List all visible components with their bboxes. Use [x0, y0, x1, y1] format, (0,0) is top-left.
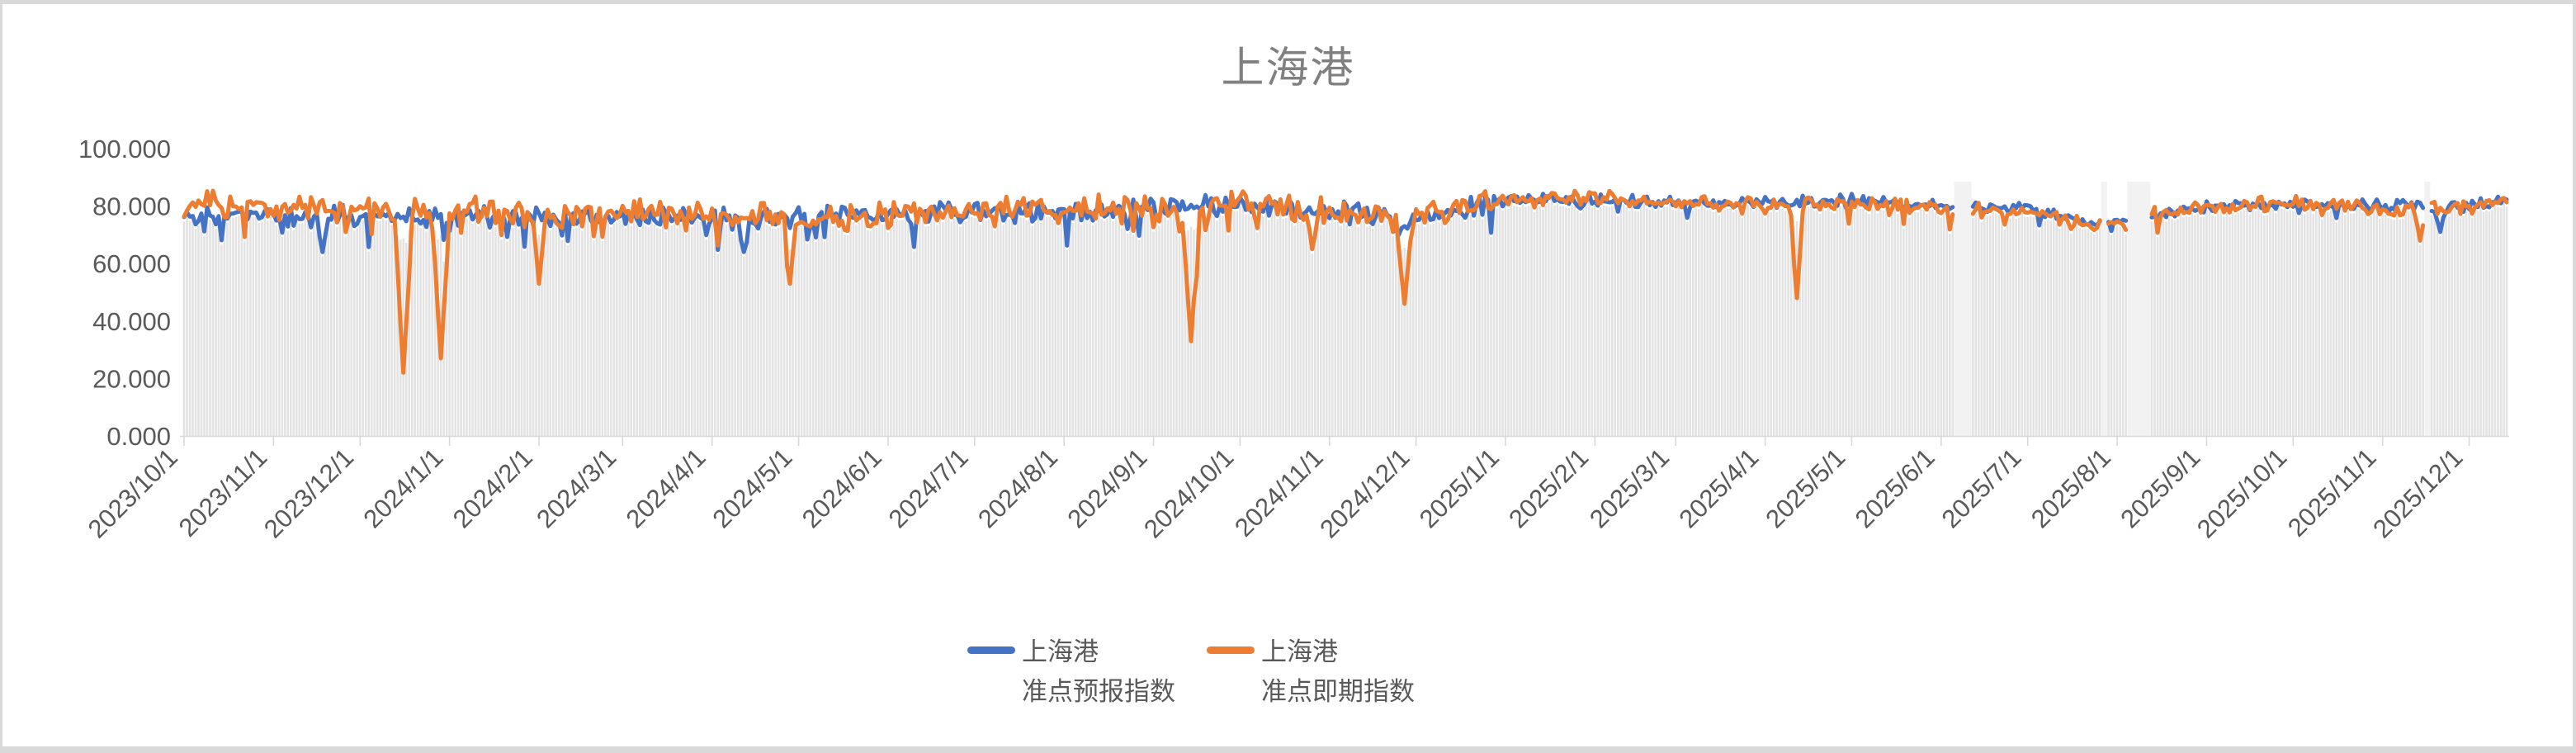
svg-text:2025/5/1: 2025/5/1 [1760, 443, 1850, 533]
svg-text:2024/1/1: 2024/1/1 [357, 443, 448, 533]
svg-text:2023/11/1: 2023/11/1 [173, 443, 273, 542]
svg-text:2025/7/1: 2025/7/1 [1936, 443, 2027, 533]
svg-text:2025/10/1: 2025/10/1 [2191, 443, 2292, 543]
svg-text:2023/10/1: 2023/10/1 [83, 443, 183, 543]
chart-title: 上海港 [1221, 45, 1355, 92]
legend-item-spot[interactable]: 上海港 准点即期指数 [1207, 632, 1415, 712]
svg-text:2025/8/1: 2025/8/1 [2025, 443, 2116, 533]
svg-text:2024/5/1: 2024/5/1 [707, 443, 797, 533]
data-gap-columns [1954, 182, 2431, 436]
forecast-line-marker [967, 646, 1015, 654]
x-axis [180, 435, 2509, 446]
svg-text:2024/8/1: 2024/8/1 [972, 443, 1063, 533]
svg-text:2025/1/1: 2025/1/1 [1414, 443, 1505, 533]
svg-text:2023/12/1: 2023/12/1 [258, 443, 359, 543]
forecast-legend-label: 上海港 准点预报指数 [1022, 637, 1175, 707]
svg-text:2024/4/1: 2024/4/1 [621, 443, 711, 533]
svg-text:40.000: 40.000 [92, 307, 171, 336]
spot-line-marker [1207, 646, 1255, 654]
svg-text:2024/7/1: 2024/7/1 [883, 443, 974, 533]
svg-text:2025/2/1: 2025/2/1 [1503, 443, 1594, 533]
spot-legend-label: 上海港 准点即期指数 [1261, 637, 1415, 707]
svg-text:2024/2/1: 2024/2/1 [447, 443, 538, 533]
svg-text:80.000: 80.000 [92, 192, 171, 221]
x-axis-labels: 2023/10/12023/11/12023/12/12024/1/12024/… [83, 443, 2469, 543]
svg-text:2024/3/1: 2024/3/1 [531, 443, 622, 533]
svg-text:2024/6/1: 2024/6/1 [796, 443, 887, 533]
svg-text:2025/11/1: 2025/11/1 [2282, 443, 2382, 542]
spot-index-line [182, 188, 2509, 375]
svg-text:20.000: 20.000 [92, 364, 171, 393]
svg-text:2024/11/1: 2024/11/1 [1229, 443, 1329, 542]
svg-text:60.000: 60.000 [92, 249, 171, 278]
legend: 上海港 准点预报指数 上海港 准点即期指数 [967, 632, 1415, 712]
svg-text:2025/4/1: 2025/4/1 [1673, 443, 1764, 533]
legend-item-forecast[interactable]: 上海港 准点预报指数 [967, 632, 1175, 712]
svg-text:2025/3/1: 2025/3/1 [1584, 443, 1675, 533]
svg-text:2025/12/1: 2025/12/1 [2367, 443, 2468, 543]
svg-text:2025/6/1: 2025/6/1 [1850, 443, 1940, 533]
svg-text:100.000: 100.000 [78, 135, 171, 163]
svg-text:2024/9/1: 2024/9/1 [1061, 443, 1152, 533]
svg-text:0.000: 0.000 [106, 422, 171, 451]
svg-text:2024/10/1: 2024/10/1 [1138, 443, 1239, 543]
daily-background-bars [182, 198, 2508, 436]
y-axis-labels: 0.000 20.000 40.000 60.000 80.000 100.000 [78, 135, 171, 451]
svg-text:2024/12/1: 2024/12/1 [1314, 443, 1415, 543]
svg-text:2025/9/1: 2025/9/1 [2115, 443, 2205, 533]
